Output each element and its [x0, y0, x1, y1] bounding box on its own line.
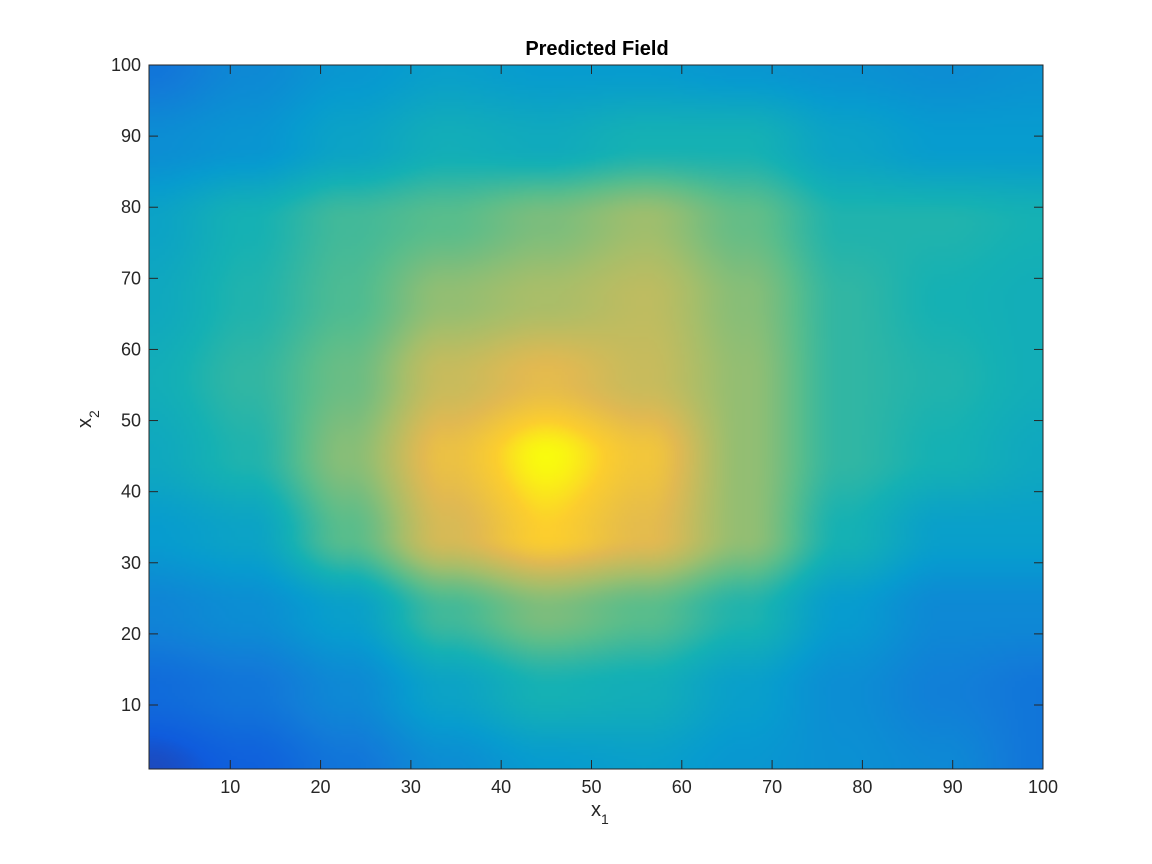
y-tick-label: 50 — [121, 411, 141, 431]
y-tick-label: 100 — [111, 55, 141, 75]
y-tick-label: 90 — [121, 126, 141, 146]
x-tick-label: 40 — [491, 777, 511, 797]
y-axis: 10 20 30 40 50 60 70 80 90 100 — [111, 55, 1043, 715]
x-axis: 10 20 30 40 50 60 70 80 90 100 — [220, 65, 1058, 797]
x-tick-label: 100 — [1028, 777, 1058, 797]
x-axis-label-main: x — [591, 799, 601, 821]
x-tick-label: 70 — [762, 777, 782, 797]
y-tick-label: 10 — [121, 695, 141, 715]
x-tick-label: 60 — [672, 777, 692, 797]
y-axis-label: x2 — [74, 410, 102, 428]
y-tick-label: 70 — [121, 268, 141, 288]
x-tick-label: 20 — [311, 777, 331, 797]
y-tick-label: 20 — [121, 624, 141, 644]
plot-area — [148, 64, 1044, 770]
y-tick-label: 30 — [121, 553, 141, 573]
heatmap-field — [149, 65, 1043, 769]
x-tick-label: 90 — [943, 777, 963, 797]
x-tick-label: 80 — [852, 777, 872, 797]
y-tick-label: 60 — [121, 339, 141, 359]
x-tick-label: 30 — [401, 777, 421, 797]
x-tick-label: 50 — [581, 777, 601, 797]
y-axis-label-main: x — [74, 418, 96, 428]
plot-frame — [148, 64, 1044, 770]
y-axis-label-subscript: 2 — [86, 410, 102, 418]
y-tick-label: 40 — [121, 482, 141, 502]
x-axis-label: x1 — [591, 799, 609, 827]
x-tick-label: 10 — [220, 777, 240, 797]
chart-title: Predicted Field — [525, 38, 668, 60]
y-tick-label: 80 — [121, 197, 141, 217]
x-axis-label-subscript: 1 — [601, 811, 609, 827]
